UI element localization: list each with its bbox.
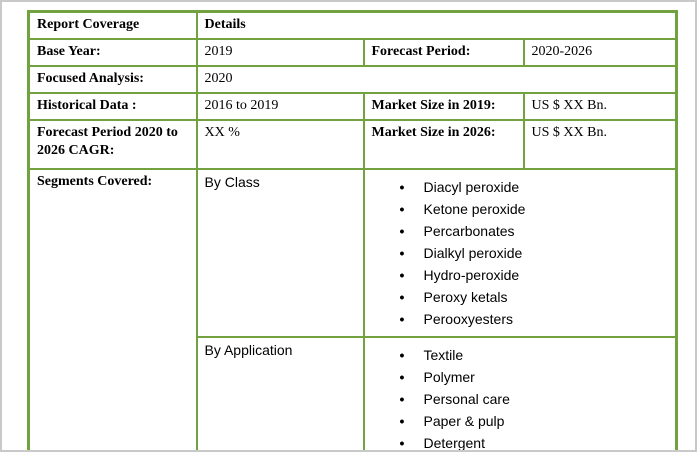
base-year-row: Base Year: 2019 Forecast Period: 2020-20… (27, 37, 678, 67)
header-row: Report Coverage Details (27, 10, 678, 40)
forecast-period-label: Forecast Period: (362, 37, 525, 67)
bullet-item: Diacyl peroxide (400, 176, 669, 198)
bullet-item: Polymer (400, 366, 669, 388)
by-class-label: By Class (195, 167, 365, 338)
forecast-cagr-row: Forecast Period 2020 to 2026 CAGR: XX % … (27, 118, 678, 170)
bullet-item: Paper & pulp (400, 410, 669, 432)
bullet-item: Textile (400, 344, 669, 366)
forecast-period-value: 2020-2026 (522, 37, 678, 67)
market-size-2026-label: Market Size in 2026: (362, 118, 525, 170)
forecast-cagr-label: Forecast Period 2020 to 2026 CAGR: (27, 118, 198, 170)
bullet-item: Ketone peroxide (400, 198, 669, 220)
bullet-item: Dialkyl peroxide (400, 242, 669, 264)
report-coverage-table: Report Coverage Details Base Year: 2019 … (27, 10, 679, 450)
market-size-2026-value: US $ XX Bn. (522, 118, 678, 170)
bullet-item: Percarbonates (400, 220, 669, 242)
by-class-list-cell: Diacyl peroxide Ketone peroxide Percarbo… (362, 167, 678, 338)
focused-analysis-value: 2020 (195, 64, 678, 94)
historical-data-label: Historical Data : (27, 91, 198, 121)
historical-data-value: 2016 to 2019 (195, 91, 365, 121)
forecast-cagr-value: XX % (195, 118, 365, 170)
base-year-value: 2019 (195, 37, 365, 67)
by-class-bullet-list: Diacyl peroxide Ketone peroxide Percarbo… (372, 173, 669, 333)
base-year-label: Base Year: (27, 37, 198, 67)
header-report-coverage: Report Coverage (27, 10, 198, 40)
by-application-list-cell: Textile Polymer Personal care Paper & pu… (362, 335, 678, 450)
bullet-item: Peroxy ketals (400, 286, 669, 308)
historical-data-row: Historical Data : 2016 to 2019 Market Si… (27, 91, 678, 121)
focused-analysis-label: Focused Analysis: (27, 64, 198, 94)
market-size-2019-value: US $ XX Bn. (522, 91, 678, 121)
bullet-item: Personal care (400, 388, 669, 410)
segments-covered-label: Segments Covered: (27, 167, 198, 450)
focused-analysis-row: Focused Analysis: 2020 (27, 64, 678, 94)
bullet-item: Hydro-peroxide (400, 264, 669, 286)
segments-by-class-row: Segments Covered: By Class Diacyl peroxi… (27, 167, 678, 450)
market-size-2019-label: Market Size in 2019: (362, 91, 525, 121)
by-application-label: By Application (195, 335, 365, 450)
bullet-item: Perooxyesters (400, 308, 669, 330)
by-application-bullet-list: Textile Polymer Personal care Paper & pu… (372, 341, 669, 450)
header-details: Details (195, 10, 678, 40)
bullet-item: Detergent (400, 432, 669, 450)
segments-by-application-row: By Application Textile Polymer Personal … (29, 335, 678, 450)
